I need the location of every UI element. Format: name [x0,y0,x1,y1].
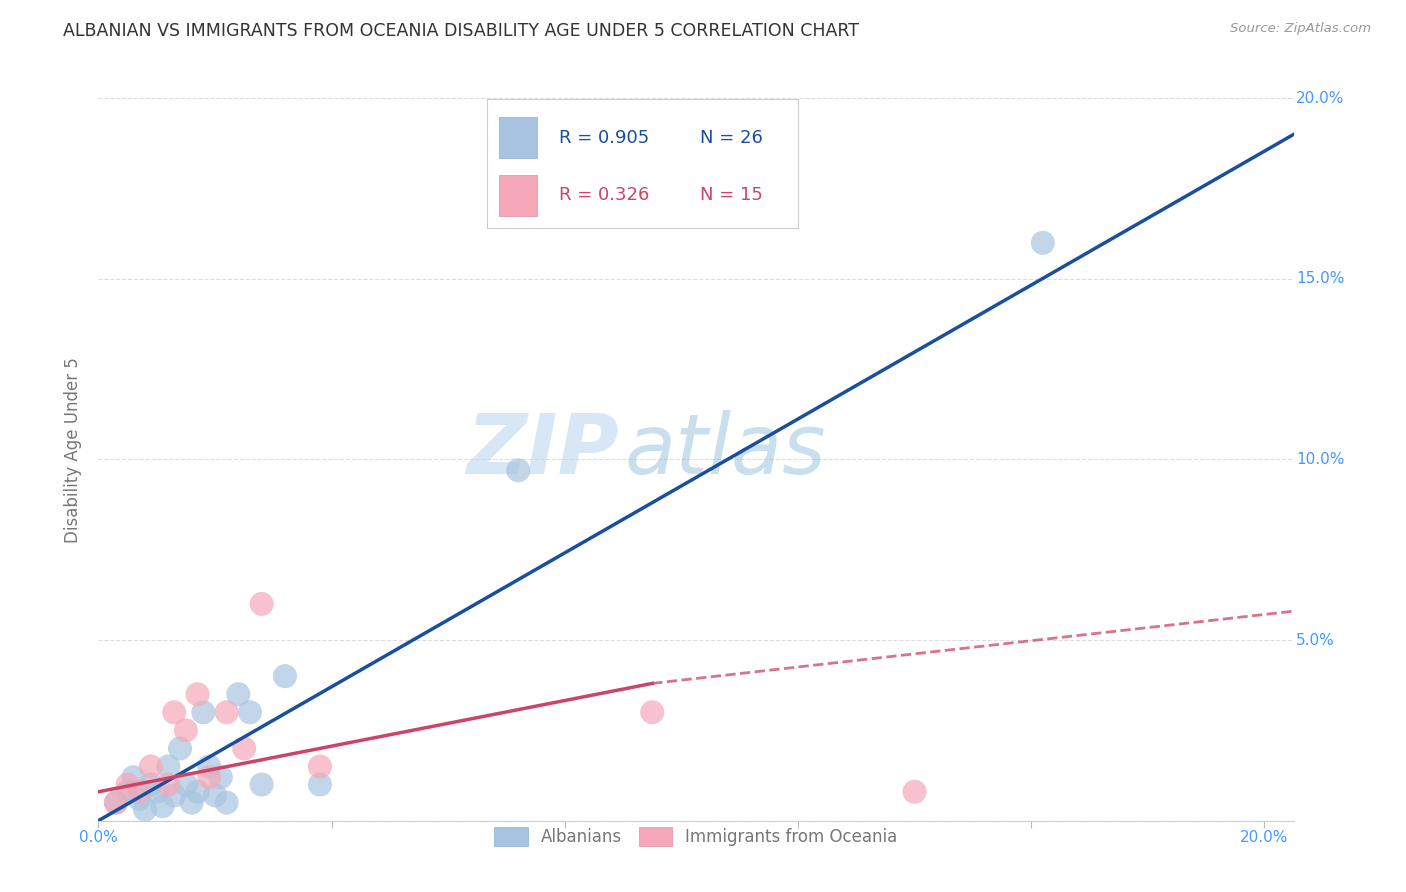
Text: ALBANIAN VS IMMIGRANTS FROM OCEANIA DISABILITY AGE UNDER 5 CORRELATION CHART: ALBANIAN VS IMMIGRANTS FROM OCEANIA DISA… [63,22,859,40]
Point [508,463,530,477]
FancyBboxPatch shape [499,175,537,216]
Point [903,785,925,799]
Point [228,687,250,701]
Point [145,785,167,799]
Point [139,778,162,792]
Point [209,770,232,784]
Point [163,789,186,803]
Text: 5.0%: 5.0% [1296,632,1334,648]
Text: atlas: atlas [624,410,825,491]
Text: R = 0.326: R = 0.326 [558,186,650,204]
Point [128,792,150,806]
Point [128,785,150,799]
Point [117,778,139,792]
Point [215,706,238,720]
FancyBboxPatch shape [486,99,797,228]
Point [104,796,127,810]
Point [309,778,332,792]
Point [193,706,215,720]
Point [233,741,256,756]
Legend: Albanians, Immigrants from Oceania: Albanians, Immigrants from Oceania [488,821,904,853]
Text: 20.0%: 20.0% [1296,91,1344,106]
Point [163,706,186,720]
Text: N = 26: N = 26 [700,129,762,147]
Text: ZIP: ZIP [465,410,619,491]
Point [198,770,221,784]
Point [104,796,127,810]
Point [157,759,180,773]
Point [139,759,162,773]
Text: 10.0%: 10.0% [1296,452,1344,467]
Point [174,723,197,738]
Point [174,778,197,792]
Point [117,785,139,799]
Point [204,789,226,803]
Point [157,778,180,792]
Text: N = 15: N = 15 [700,186,762,204]
Point [134,803,156,817]
Text: 0.0%: 0.0% [79,830,118,846]
Point [250,778,273,792]
Point [250,597,273,611]
Text: 15.0%: 15.0% [1296,271,1344,286]
Point [169,741,191,756]
Point [641,706,664,720]
Y-axis label: Disability Age Under 5: Disability Age Under 5 [65,358,83,543]
Text: Source: ZipAtlas.com: Source: ZipAtlas.com [1230,22,1371,36]
Point [239,706,262,720]
Point [1032,235,1054,250]
Point [186,785,208,799]
Point [180,796,202,810]
Text: 20.0%: 20.0% [1240,830,1288,846]
Text: R = 0.905: R = 0.905 [558,129,648,147]
Point [186,687,208,701]
Point [274,669,297,683]
Point [122,770,145,784]
Point [198,759,221,773]
Point [215,796,238,810]
Point [309,759,332,773]
Point [152,799,174,814]
FancyBboxPatch shape [499,117,537,158]
